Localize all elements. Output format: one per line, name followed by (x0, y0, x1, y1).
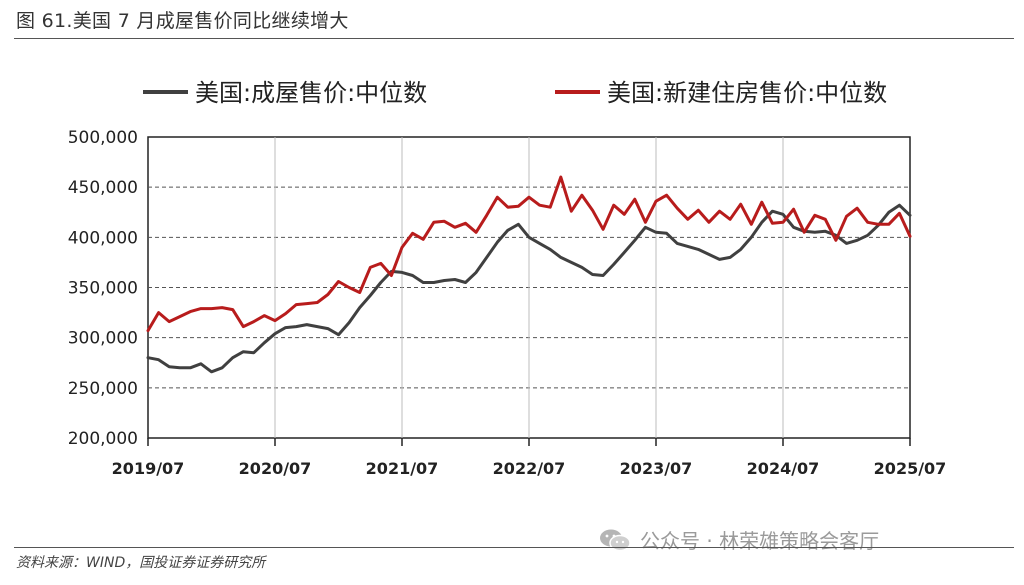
y-tick-label: 200,000 (68, 429, 138, 449)
wechat-icon (600, 529, 631, 551)
chart-title: 图 61.美国 7 月成屋售价同比继续增大 (16, 10, 349, 32)
x-tick-label: 2023/07 (620, 459, 693, 478)
y-tick-label: 500,000 (68, 128, 138, 148)
x-tick-label: 2019/07 (112, 459, 185, 478)
watermark: 公众号 · 林荣雄策略会客厅 (598, 525, 879, 554)
legend-label-new-home: 美国:新建住房售价:中位数 (607, 79, 887, 107)
gridlines (148, 137, 910, 438)
y-tick-label: 450,000 (68, 178, 138, 198)
x-tick-label: 2021/07 (366, 459, 439, 478)
legend-label-existing-home: 美国:成屋售价:中位数 (195, 79, 427, 107)
watermark-text: 公众号 · 林荣雄策略会客厅 (640, 529, 880, 553)
y-tick-label: 300,000 (68, 329, 138, 349)
bottom-rule (14, 547, 1014, 548)
series-new-home-line (146, 175, 912, 333)
x-tick-label: 2024/07 (747, 459, 820, 478)
x-axis: 2019/07 2020/07 2021/07 2022/07 2023/07 2024/… (112, 438, 947, 478)
y-tick-label: 350,000 (68, 279, 138, 299)
x-tick-label: 2025/07 (874, 459, 947, 478)
legend: 美国:成屋售价:中位数 美国:新建住房售价:中位数 (143, 79, 887, 107)
y-axis: 200,000 250,000 300,000 350,000 400,000 450,0… (68, 128, 138, 449)
line-chart: 200,000 250,000 300,000 350,000 400,000 450,0… (68, 79, 947, 478)
x-tick-label: 2022/07 (493, 459, 566, 478)
top-rule (14, 38, 1014, 39)
source-note: 资料来源：WIND，国投证券证券研究所 (16, 555, 266, 571)
series-lines (146, 175, 912, 374)
y-tick-label: 250,000 (68, 379, 138, 399)
x-tick-label: 2020/07 (239, 459, 312, 478)
y-tick-label: 400,000 (68, 228, 138, 248)
series-existing-home-line (146, 203, 912, 374)
